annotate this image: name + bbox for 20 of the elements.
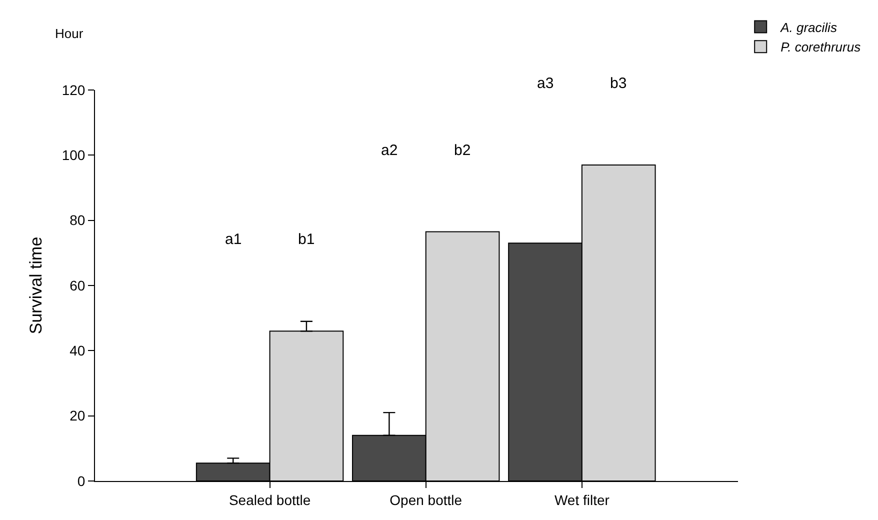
- y-tick-label: 20: [70, 408, 86, 424]
- y-tick-label: 80: [70, 212, 86, 228]
- x-tick-label: Wet filter: [554, 492, 610, 508]
- text: Hour: [55, 26, 84, 41]
- y-tick-label: 60: [70, 277, 86, 294]
- y-tick-label: 40: [70, 342, 86, 359]
- annotation: b2: [454, 142, 471, 159]
- y-axis-title: Survival time: [26, 236, 46, 334]
- y-tick-label: 0: [77, 472, 86, 489]
- annotation: a1: [225, 231, 242, 248]
- annotation: a3: [537, 75, 554, 92]
- y-tick-label: 120: [62, 82, 86, 98]
- y-tick-label: 100: [62, 147, 86, 164]
- legend-label: A. gracilis: [780, 20, 838, 35]
- annotation: b3: [610, 75, 627, 92]
- annotation: a2: [381, 142, 398, 159]
- x-tick-label: Open bottle: [390, 492, 462, 508]
- x-tick-label: Sealed bottle: [228, 492, 311, 508]
- annotation: b1: [298, 231, 315, 248]
- legend-label: P. corethrurus: [780, 40, 862, 55]
